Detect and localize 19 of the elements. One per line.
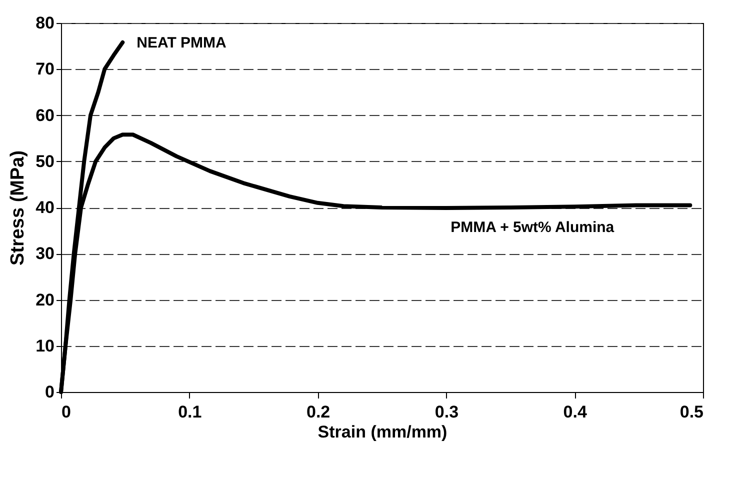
x-tick-label: 0.4	[563, 402, 588, 422]
x-tick-label: 0.5	[680, 402, 704, 422]
x-tick-label: 0.3	[434, 402, 459, 422]
y-tick-label: 0	[45, 382, 54, 402]
series-label: PMMA + 5wt% Alumina	[450, 219, 615, 236]
y-tick-label: 20	[36, 290, 54, 310]
y-tick-label: 50	[36, 152, 54, 171]
y-tick-label: 30	[36, 244, 54, 264]
y-axis-title: Stress (MPa)	[8, 150, 29, 266]
y-tick-label: 40	[36, 198, 54, 217]
y-tick-label: 80	[36, 14, 54, 32]
x-tick-label: 0.2	[306, 402, 330, 422]
x-tick-label: 0.1	[178, 402, 202, 422]
x-tick-label: 0	[62, 402, 71, 422]
x-axis-title: Strain (mm/mm)	[318, 422, 448, 442]
y-tick-label: 70	[36, 60, 54, 79]
series-label: NEAT PMMA	[136, 34, 227, 52]
y-tick-label: 60	[36, 106, 54, 125]
y-tick-label: 10	[36, 336, 54, 356]
